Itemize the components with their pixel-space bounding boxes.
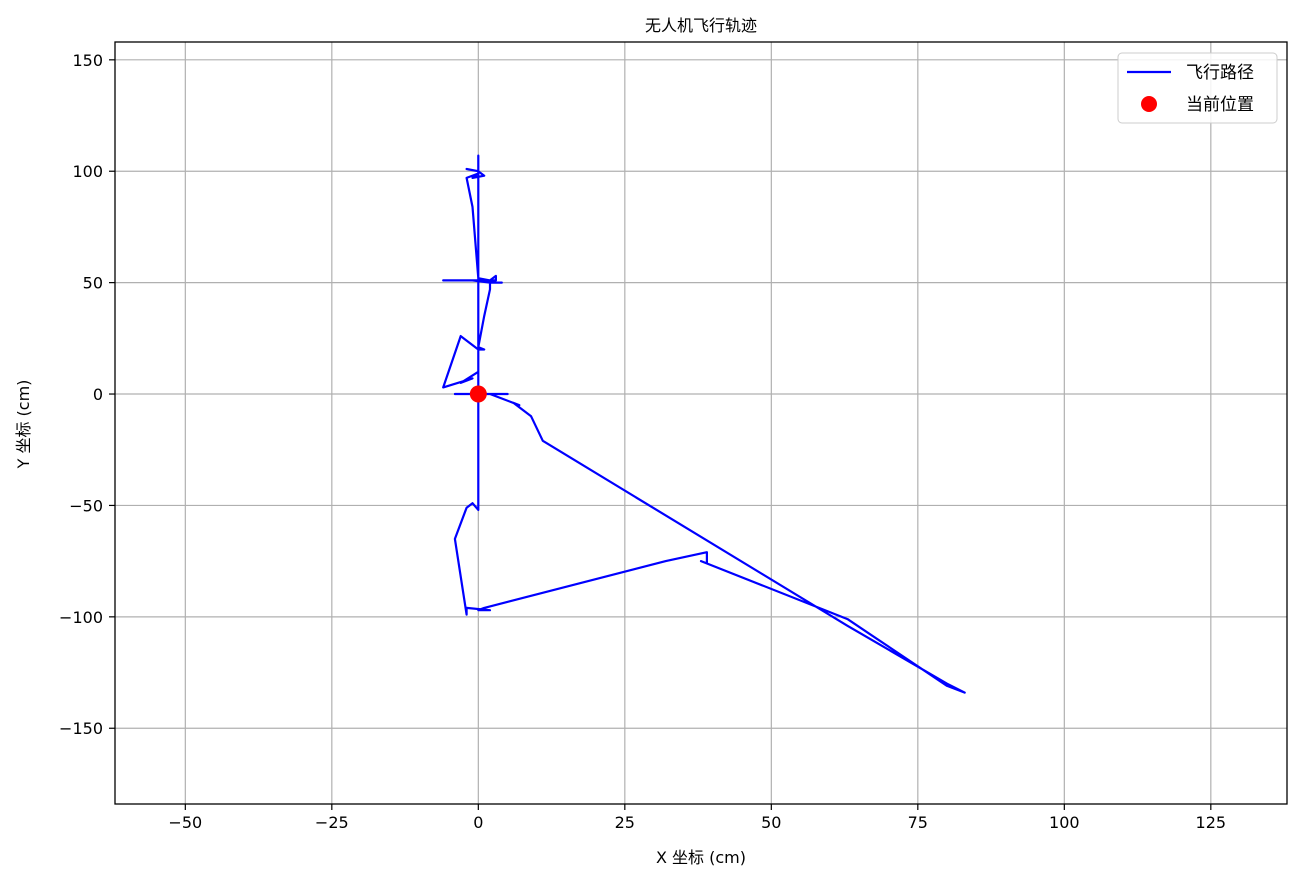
legend-label-path: 飞行路径 bbox=[1186, 63, 1254, 83]
legend-label-current: 当前位置 bbox=[1186, 95, 1254, 115]
legend-box bbox=[1117, 52, 1278, 124]
y-tick-label: −50 bbox=[69, 496, 103, 515]
x-tick-label: −25 bbox=[315, 813, 349, 832]
x-tick-label: 125 bbox=[1196, 813, 1227, 832]
y-tick-label: −100 bbox=[59, 608, 103, 627]
axes-frame bbox=[114, 41, 1288, 805]
flight-path-line bbox=[442, 154, 966, 694]
grid bbox=[115, 42, 1287, 804]
y-tick-label: 150 bbox=[72, 51, 103, 70]
x-tick-label: 0 bbox=[473, 813, 483, 832]
x-tick-label: 25 bbox=[615, 813, 635, 832]
x-tick-label: −50 bbox=[168, 813, 202, 832]
x-tick-label: 75 bbox=[908, 813, 928, 832]
current-position-marker bbox=[469, 385, 487, 403]
y-tick-label: 100 bbox=[72, 162, 103, 181]
chart-title: 无人机飞行轨迹 bbox=[645, 16, 757, 35]
y-tick-label: −150 bbox=[59, 719, 103, 738]
y-axis-label: Y 坐标 (cm) bbox=[14, 380, 33, 470]
ticks: −50 −25 0 25 50 75 100 125 −150 −100 −50 0 50 100 150 bbox=[59, 51, 1226, 832]
y-tick-label: 50 bbox=[83, 274, 103, 293]
plot-area bbox=[442, 154, 966, 694]
x-tick-label: 50 bbox=[761, 813, 781, 832]
legend-marker-swatch bbox=[1141, 96, 1157, 112]
legend: 飞行路径 当前位置 bbox=[1117, 52, 1278, 124]
y-tick-label: 0 bbox=[93, 385, 103, 404]
x-axis-label: X 坐标 (cm) bbox=[656, 848, 746, 867]
x-tick-label: 100 bbox=[1049, 813, 1080, 832]
